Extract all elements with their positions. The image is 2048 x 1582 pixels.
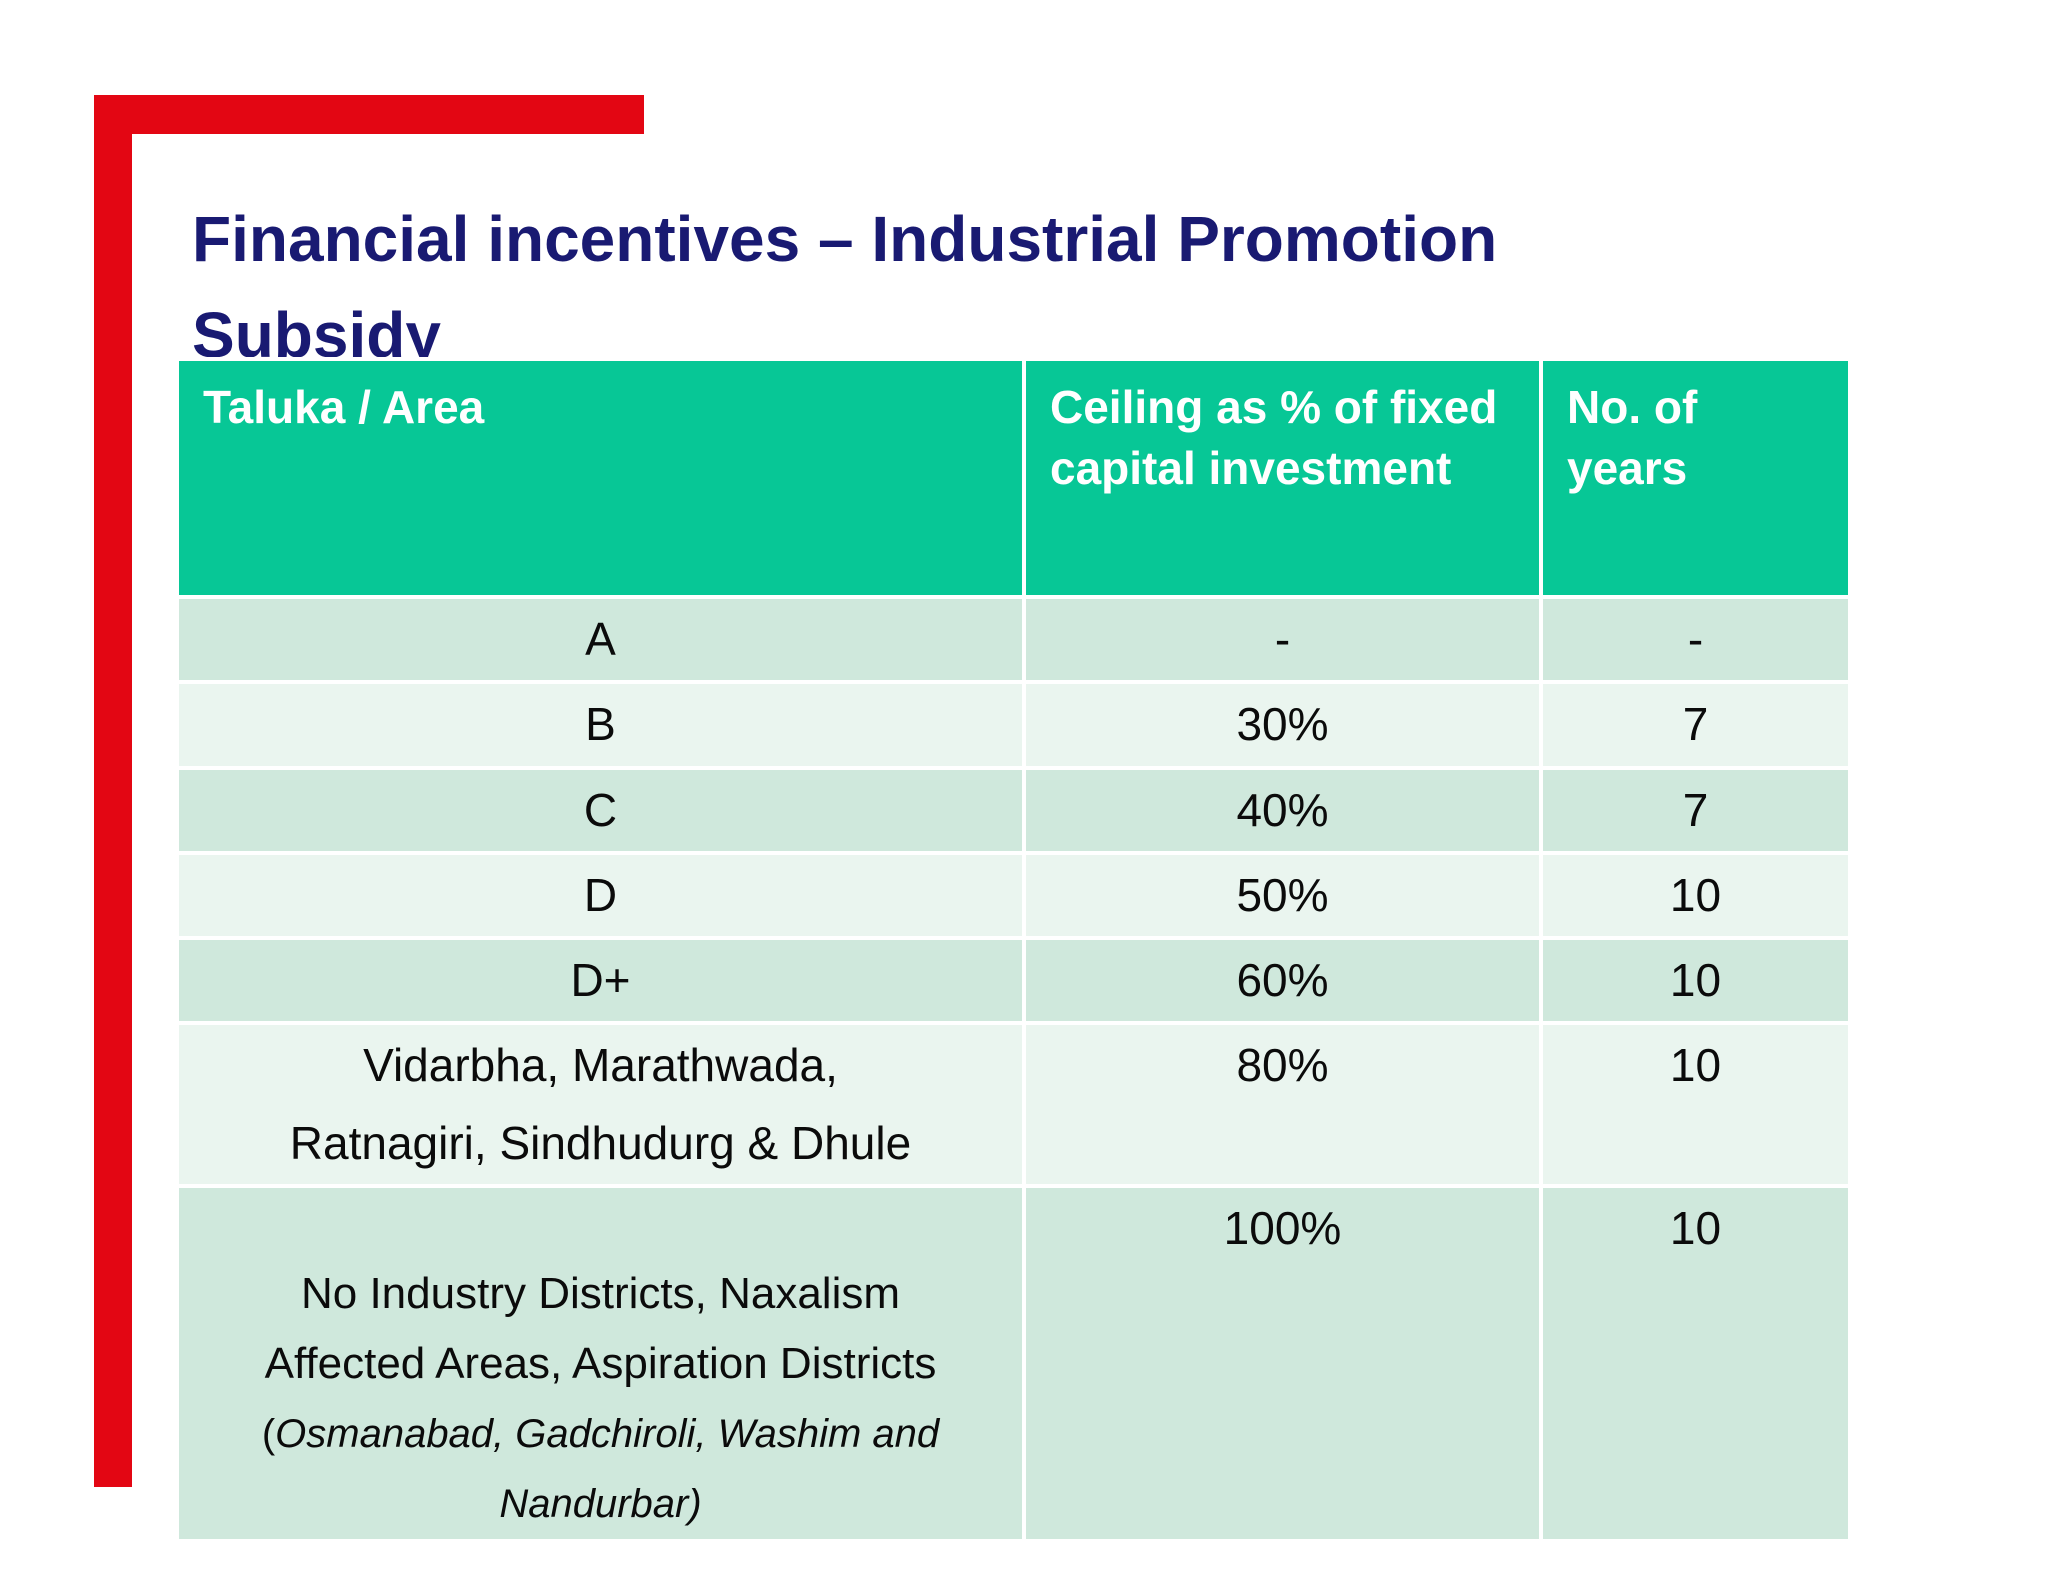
header-cell-years: No. of years — [1539, 357, 1852, 599]
page-title: Financial incentives – Industrial Promot… — [192, 202, 1498, 371]
years-cell: - — [1539, 594, 1852, 685]
area-cell: No Industry Districts, Naxalism Affected… — [175, 1183, 1026, 1544]
area-italic-text: Osmanabad, Gadchiroli, Washim and Nandur… — [275, 1412, 940, 1526]
table-row: C 40% 7 — [175, 765, 1852, 855]
area-cell: B — [175, 680, 1026, 770]
red-accent-bar-horizontal — [94, 95, 644, 134]
table-row: A - - — [175, 594, 1852, 685]
area-cell: C — [175, 765, 1026, 855]
table-row: Vidarbha, Marathwada, Ratnagiri, Sindhud… — [175, 1021, 1852, 1188]
area-cell: D — [175, 850, 1026, 941]
table-header-row: Taluka / Area Ceiling as % of fixed capi… — [175, 357, 1852, 599]
ceiling-cell: 30% — [1022, 680, 1543, 770]
ceiling-cell: 60% — [1022, 936, 1543, 1026]
incentive-table: Taluka / Area Ceiling as % of fixed capi… — [175, 357, 1852, 1544]
table-row: D+ 60% 10 — [175, 936, 1852, 1026]
years-cell: 10 — [1539, 936, 1852, 1026]
years-cell: 10 — [1539, 1021, 1852, 1188]
years-cell: 10 — [1539, 1183, 1852, 1544]
area-cell: Vidarbha, Marathwada, Ratnagiri, Sindhud… — [175, 1021, 1026, 1188]
area-cell: D+ — [175, 936, 1026, 1026]
years-cell: 7 — [1539, 680, 1852, 770]
table-row: B 30% 7 — [175, 680, 1852, 770]
ceiling-cell: 50% — [1022, 850, 1543, 941]
years-cell: 7 — [1539, 765, 1852, 855]
header-cell-taluka-area: Taluka / Area — [175, 357, 1026, 599]
header-cell-ceiling: Ceiling as % of fixed capital investment — [1022, 357, 1543, 599]
table-row: D 50% 10 — [175, 850, 1852, 941]
area-cell: A — [175, 594, 1026, 685]
red-accent-bar-vertical — [94, 95, 132, 1487]
table-row: No Industry Districts, Naxalism Affected… — [175, 1183, 1852, 1544]
ceiling-cell: 80% — [1022, 1021, 1543, 1188]
paren-text: ( — [261, 1412, 276, 1457]
years-cell: 10 — [1539, 850, 1852, 941]
ceiling-cell: 40% — [1022, 765, 1543, 855]
ceiling-cell: 100% — [1022, 1183, 1543, 1544]
ceiling-cell: - — [1022, 594, 1543, 685]
area-main-text: No Industry Districts, Naxalism Affected… — [264, 1269, 937, 1388]
